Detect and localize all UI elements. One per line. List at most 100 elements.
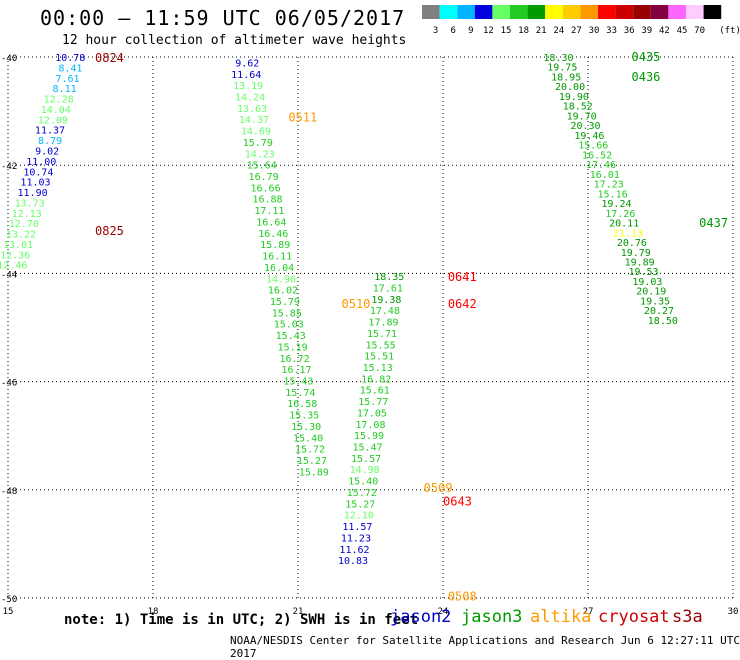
wave-height-value: 17.26	[605, 209, 635, 220]
wave-height-value: 15.89	[299, 467, 329, 478]
wave-height-value: 15.55	[366, 340, 396, 351]
wave-height-value: 19.38	[371, 295, 401, 306]
wave-height-value: 10.74	[23, 167, 53, 178]
colorbar-swatch	[439, 5, 458, 19]
wave-height-value: 14.04	[41, 105, 71, 116]
wave-height-value: 19.70	[567, 111, 597, 122]
wave-height-value: 16.66	[250, 183, 280, 194]
wave-height-value: 8.79	[38, 136, 62, 147]
wave-height-value: 14.98	[350, 465, 380, 476]
satellite-label: jason3	[461, 607, 523, 627]
wave-height-value: 14.90	[266, 274, 296, 285]
wave-height-value: 15.47	[352, 443, 382, 454]
pass-time-label: 0825	[95, 224, 124, 238]
pass-time-label: 0511	[288, 111, 317, 125]
wave-height-value: 13.73	[15, 198, 45, 209]
wave-height-value: 19.35	[640, 296, 670, 307]
wave-height-value: 19.89	[625, 257, 655, 268]
wave-height-value: 16.01	[590, 170, 620, 181]
wave-height-value: 13.63	[237, 104, 267, 115]
wave-height-value: 15.99	[354, 431, 384, 442]
y-tick-label: -40	[1, 54, 17, 64]
colorbar-swatch	[650, 5, 669, 19]
wave-height-value: 14.24	[235, 92, 265, 103]
footer-note: note: 1) Time is in UTC; 2) SWH is in fe…	[64, 612, 419, 628]
wave-height-value: 19.79	[621, 248, 651, 259]
wave-height-value: 20.30	[570, 121, 600, 132]
wave-height-value: 17.46	[586, 160, 616, 171]
colorbar-swatch	[562, 5, 581, 19]
colorbar-swatch	[474, 5, 493, 19]
wave-height-value: 8.11	[53, 84, 77, 95]
page-subtitle: 12 hour collection of altimeter wave hei…	[62, 33, 407, 48]
wave-height-value: 19.53	[628, 267, 658, 278]
colorbar-unit: (ft)	[719, 26, 740, 36]
colorbar-swatch	[598, 5, 616, 19]
pass-time-label: 0508	[448, 589, 477, 603]
colorbar-swatch	[457, 5, 475, 19]
wave-height-value: 15.16	[598, 189, 628, 200]
colorbar-label: 30	[589, 26, 600, 36]
wave-height-value: 16.02	[268, 286, 298, 297]
pass-time-label: 0509	[424, 481, 453, 495]
wave-height-value: 9.02	[35, 146, 59, 157]
colorbar-swatch	[668, 5, 686, 19]
wave-height-value: 10.78	[55, 53, 85, 64]
wave-height-value: 15.19	[278, 342, 308, 353]
colorbar-swatch	[422, 5, 440, 19]
wave-height-value: 11.37	[35, 126, 65, 137]
wave-height-value: 15.71	[367, 329, 397, 340]
colorbar-label: 21	[536, 26, 547, 36]
colorbar-swatch	[492, 5, 510, 19]
wave-height-value: 15.89	[260, 240, 290, 251]
wave-height-value: 13.22	[6, 230, 36, 241]
colorbar-label: 42	[659, 26, 670, 36]
wave-height-value: 12.70	[9, 219, 39, 230]
colorbar-label: 33	[606, 26, 617, 36]
wave-height-value: 16.72	[279, 354, 309, 365]
wave-height-value: 16.17	[281, 365, 311, 376]
colorbar-label: 24	[553, 26, 564, 36]
colorbar-swatch	[703, 5, 722, 19]
wave-height-value: 15.64	[247, 161, 277, 172]
pass-time-label: 0643	[443, 495, 472, 509]
colorbar-label: 15	[501, 26, 512, 36]
credit-line: NOAA/NESDIS Center for Satellite Applica…	[230, 634, 740, 660]
wave-height-value: 15.57	[351, 454, 381, 465]
wave-height-value: 17.61	[373, 283, 403, 294]
wave-height-value: 16.52	[582, 150, 612, 161]
colorbar-swatch	[686, 5, 704, 19]
y-tick-label: -42	[1, 162, 17, 172]
pass-time-label: 0436	[632, 70, 661, 84]
x-tick-label: 27	[583, 607, 594, 617]
wave-height-value: 12.36	[0, 250, 30, 261]
wave-height-value: 17.08	[355, 420, 385, 431]
wave-height-value: 12.09	[38, 115, 68, 126]
colorbar-label: 18	[518, 26, 529, 36]
wave-height-value: 10.83	[338, 556, 368, 567]
colorbar-label: 27	[571, 26, 582, 36]
wave-height-value: 19.03	[632, 277, 662, 288]
wave-height-value: 11.00	[26, 157, 56, 168]
wave-height-value: 18.50	[648, 316, 678, 327]
wave-height-value: 15.77	[358, 397, 388, 408]
wave-height-value: 16.11	[262, 252, 292, 263]
y-tick-label: -50	[1, 595, 17, 605]
wave-height-value: 17.89	[368, 318, 398, 329]
satellite-label: s3a	[672, 607, 703, 627]
satellite-label: cryosat	[598, 607, 670, 627]
colorbar-swatch	[510, 5, 528, 19]
wave-height-value: 18.30	[543, 53, 573, 64]
wave-height-value: 12.46	[0, 261, 27, 272]
pass-time-label: 0824	[95, 51, 124, 65]
wave-height-value: 15.40	[293, 433, 323, 444]
x-tick-label: 18	[148, 607, 159, 617]
colorbar-legend: 3 6 9 12 15 18 21 24 27 30 33 36 39 42 45 70 (ft)	[422, 5, 740, 36]
satellite-label: jason2	[390, 607, 452, 627]
wave-height-value: 15.51	[364, 352, 394, 363]
wave-height-value: 15.27	[297, 456, 327, 467]
wave-height-value: 8.41	[58, 63, 82, 74]
wave-height-value: 15.35	[289, 411, 319, 422]
pass-time-label: 0642	[448, 297, 477, 311]
